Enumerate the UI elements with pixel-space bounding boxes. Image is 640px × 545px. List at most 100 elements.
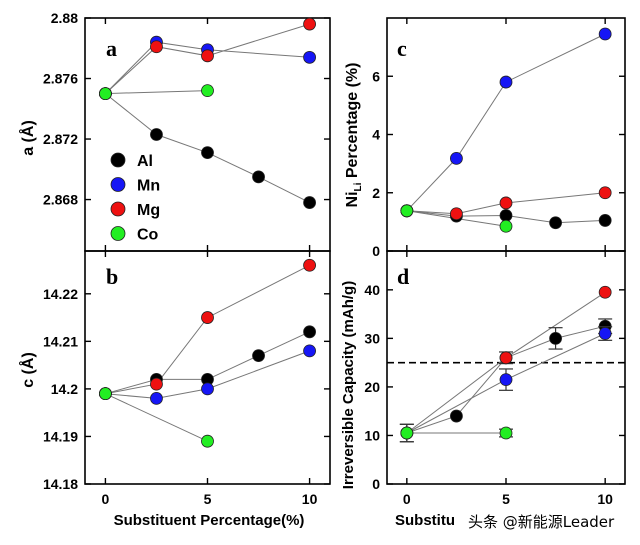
panel-d-xtick-label: 5 xyxy=(502,491,510,507)
panel-b-point-mg xyxy=(201,311,214,324)
panel-c-point-mg xyxy=(499,196,513,210)
panel-d-xtick-label: 0 xyxy=(403,491,411,507)
panel-a-ytick-label: 2.876 xyxy=(43,71,78,87)
watermark-text: 头条 @新能源Leader xyxy=(468,513,615,531)
panel-d-point-co xyxy=(400,426,414,440)
panel-a-point-co xyxy=(99,87,112,101)
panel-a-ytick-label: 2.88 xyxy=(51,10,78,26)
panel-b-series-co-line xyxy=(105,393,208,442)
panel-b-ytick-label: 14.21 xyxy=(43,333,78,349)
panel-a-legend-label-mn: Mn xyxy=(137,178,160,195)
panel-c-ytick-label: 6 xyxy=(372,68,380,84)
panel-a: 2.868 2.872 2.876 2.88 Al Mn Mg Co a xyxy=(43,10,331,252)
panel-b-point-mn xyxy=(201,382,214,396)
panel-b-point-mn xyxy=(150,392,163,405)
panel-b-point-co xyxy=(201,434,214,448)
panel-d-ytick-label: 40 xyxy=(364,282,380,298)
panel-c-series-mn-line xyxy=(406,33,606,212)
panel-b-ytick-label: 14.19 xyxy=(43,428,78,444)
panel-b-ytick-label: 14.22 xyxy=(43,286,78,302)
panel-b-xlabel: Substituent Percentage(%) xyxy=(114,512,305,529)
panel-a-ytick-label: 2.868 xyxy=(43,192,78,208)
panel-b: 0 5 10 14.18 14.19 14.2 14.21 14.22 b xyxy=(43,250,331,507)
panel-d-point-mg xyxy=(598,285,612,299)
panel-c-point-mn xyxy=(450,151,463,165)
panel-c-ylabel: NiLi Percentage (%) xyxy=(344,63,364,208)
panel-c: 0 2 4 6 c xyxy=(372,17,626,259)
panel-d-xlabel: Substitu xyxy=(395,512,455,529)
panel-c-ylabel-main: Ni xyxy=(344,191,361,207)
panel-a-series-mn-line xyxy=(105,41,310,94)
panel-a-legend-label-al: Al xyxy=(137,153,153,170)
panel-c-ytick-label: 4 xyxy=(372,127,380,143)
panel-b-point-mg xyxy=(150,377,163,391)
panel-d-ytick-label: 30 xyxy=(364,330,380,346)
panel-b-point-mn xyxy=(303,344,316,358)
panel-c-series-mg-line xyxy=(406,192,606,215)
panel-c-point-al xyxy=(598,214,612,227)
panel-a-legend-marker-mn xyxy=(110,177,126,192)
panel-d-ytick-label: 20 xyxy=(364,379,380,395)
panel-d-point-mg xyxy=(499,351,513,365)
panel-c-point-mn xyxy=(598,27,612,41)
panel-c-letter: c xyxy=(397,36,407,61)
panel-a-legend-label-mg: Mg xyxy=(137,202,160,219)
panel-a-series-mg-line xyxy=(105,23,310,94)
panel-b-point-al xyxy=(303,325,316,339)
panel-a-point-mn xyxy=(303,50,316,64)
panel-d-point-co xyxy=(499,426,513,440)
panel-b-letter: b xyxy=(106,264,118,289)
panel-d-point-mn xyxy=(598,327,612,340)
panel-a-legend-marker-co xyxy=(110,226,126,241)
panel-a-legend-marker-mg xyxy=(110,201,126,217)
panel-c-ylabel-rest: Percentage (%) xyxy=(344,63,361,183)
panel-a-point-mg xyxy=(150,40,163,54)
panel-a-point-mg xyxy=(303,17,316,31)
panel-c-point-co xyxy=(499,219,513,233)
panel-d-letter: d xyxy=(397,264,409,289)
panel-a-point-al xyxy=(303,196,316,209)
panel-a-point-mg xyxy=(201,49,214,63)
panel-a-letter: a xyxy=(106,36,117,61)
panel-a-point-al xyxy=(150,128,163,141)
panel-b-ylabel: c (Å) xyxy=(18,352,37,388)
panel-c-point-co xyxy=(400,204,414,218)
panel-a-series-co-line xyxy=(105,90,208,95)
panel-a-point-co xyxy=(201,84,214,98)
panel-b-xtick-label: 5 xyxy=(204,491,212,507)
panel-b-xtick-label: 0 xyxy=(102,491,110,507)
panel-d-ytick-label: 0 xyxy=(372,476,380,492)
panel-d-point-mn xyxy=(499,373,513,387)
panel-c-point-mn xyxy=(499,75,513,89)
panel-b-point-al xyxy=(252,349,265,363)
panel-c-point-al xyxy=(549,216,562,230)
panel-d-ylabel: Irreversible Capacity (mAh/g) xyxy=(340,281,357,489)
panel-b-xtick-label: 10 xyxy=(302,491,318,507)
panel-a-legend-label-co: Co xyxy=(137,227,159,244)
panel-c-point-mg xyxy=(450,207,463,221)
panel-a-point-al xyxy=(201,146,214,160)
panel-d-frame xyxy=(386,250,626,485)
panel-c-ytick-label: 2 xyxy=(372,185,380,201)
panel-b-ytick-label: 14.18 xyxy=(43,476,78,492)
panel-c-point-mg xyxy=(598,186,612,200)
panel-b-series-mg-line xyxy=(105,264,310,395)
panel-a-point-al xyxy=(252,170,265,184)
panel-a-ytick-label: 2.872 xyxy=(43,131,78,147)
panel-d-point-al xyxy=(549,331,562,345)
panel-b-series-mn-line xyxy=(105,350,310,399)
panel-d-ytick-label: 10 xyxy=(364,427,380,443)
panel-d-xtick-label: 10 xyxy=(597,491,613,507)
panel-d: 0 5 10 0 10 20 30 40 d xyxy=(364,250,626,507)
panel-b-frame xyxy=(84,250,331,485)
panel-c-ytick-label: 0 xyxy=(372,243,380,259)
panel-c-ylabel-sub: Li xyxy=(353,182,364,191)
panel-b-ytick-label: 14.2 xyxy=(51,381,78,397)
panel-d-point-al xyxy=(450,409,463,423)
panel-b-point-co xyxy=(99,387,112,401)
panel-c-point-al xyxy=(499,209,513,222)
panel-b-point-mg xyxy=(303,258,316,272)
panel-a-ylabel: a (Å) xyxy=(18,120,37,156)
panel-a-legend-marker-al xyxy=(110,152,126,168)
